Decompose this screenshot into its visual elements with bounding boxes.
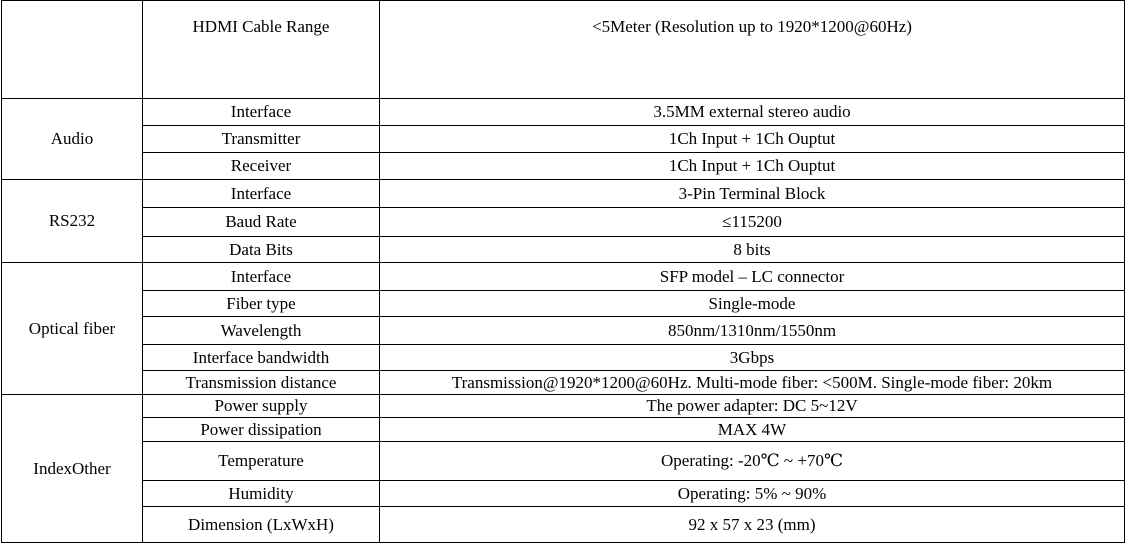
table-row: Audio Interface 3.5MM external stereo au… <box>1 98 1125 180</box>
table-row: Baud Rate ≤115200 <box>2 207 1125 237</box>
row-value: SFP model – LC connector <box>379 262 1125 291</box>
row-value: 1Ch Input + 1Ch Ouptut <box>379 152 1125 180</box>
table-row: Data Bits 8 bits <box>2 236 1125 263</box>
row-label: Data Bits <box>142 236 380 263</box>
table-row: Fiber type Single-mode <box>2 290 1125 317</box>
row-label: Power supply <box>142 394 380 418</box>
table-row: Temperature Operating: -20℃ ~ +70℃ <box>2 441 1125 481</box>
table-row: Power dissipation MAX 4W <box>2 417 1125 442</box>
row-value: Operating: 5% ~ 90% <box>379 480 1125 507</box>
row-value: Transmission@1920*1200@60Hz. Multi-mode … <box>379 370 1125 395</box>
row-value: 850nm/1310nm/1550nm <box>379 316 1125 345</box>
table-row: HDMI Cable Range <5Meter (Resolution up … <box>1 0 1125 99</box>
table-row: Optical fiber Interface SFP model – LC c… <box>1 262 1125 395</box>
group-label: RS232 <box>1 179 143 263</box>
group-label: Audio <box>1 98 143 180</box>
row-label: Humidity <box>142 480 380 507</box>
row-value: The power adapter: DC 5~12V <box>379 394 1125 418</box>
row-label: Power dissipation <box>142 417 380 442</box>
row-label: Transmitter <box>142 125 380 153</box>
table-row: RS232 Interface 3-Pin Terminal Block <box>1 179 1125 263</box>
row-value: Operating: -20℃ ~ +70℃ <box>379 441 1125 481</box>
row-label: Fiber type <box>142 290 380 317</box>
row-label: Interface <box>142 179 380 208</box>
row-value: 1Ch Input + 1Ch Ouptut <box>379 125 1125 153</box>
table-row: Dimension (LxWxH) 92 x 57 x 23 (mm) <box>2 506 1125 543</box>
row-value: ≤115200 <box>379 207 1125 237</box>
table-row: Humidity Operating: 5% ~ 90% <box>2 480 1125 507</box>
row-value: 8 bits <box>379 236 1125 263</box>
row-label: Interface <box>142 98 380 126</box>
row-label: Transmission distance <box>142 370 380 395</box>
group-label: Optical fiber <box>1 262 143 395</box>
row-value: Single-mode <box>379 290 1125 317</box>
row-label: Interface bandwidth <box>142 344 380 371</box>
row-label: Receiver <box>142 152 380 180</box>
row-value: MAX 4W <box>379 417 1125 442</box>
row-label: Dimension (LxWxH) <box>142 506 380 543</box>
row-value: 3Gbps <box>379 344 1125 371</box>
group-label: IndexOther <box>1 394 143 543</box>
row-label: Wavelength <box>142 316 380 345</box>
table-row: Receiver 1Ch Input + 1Ch Ouptut <box>2 152 1125 180</box>
row-value: 92 x 57 x 23 (mm) <box>379 506 1125 543</box>
table-row: IndexOther Power supply The power adapte… <box>1 394 1125 543</box>
table-row: Wavelength 850nm/1310nm/1550nm <box>2 316 1125 345</box>
table-row: Interface bandwidth 3Gbps <box>2 344 1125 371</box>
row-label: Temperature <box>142 441 380 481</box>
table-row: Transmission distance Transmission@1920*… <box>2 370 1125 395</box>
row-value: 3.5MM external stereo audio <box>379 98 1125 126</box>
table-row: Transmitter 1Ch Input + 1Ch Ouptut <box>2 125 1125 153</box>
row-label: HDMI Cable Range <box>142 0 380 99</box>
empty-cell <box>1 0 143 99</box>
row-value: <5Meter (Resolution up to 1920*1200@60Hz… <box>379 0 1125 99</box>
row-label: Baud Rate <box>142 207 380 237</box>
row-value: 3-Pin Terminal Block <box>379 179 1125 208</box>
row-label: Interface <box>142 262 380 291</box>
